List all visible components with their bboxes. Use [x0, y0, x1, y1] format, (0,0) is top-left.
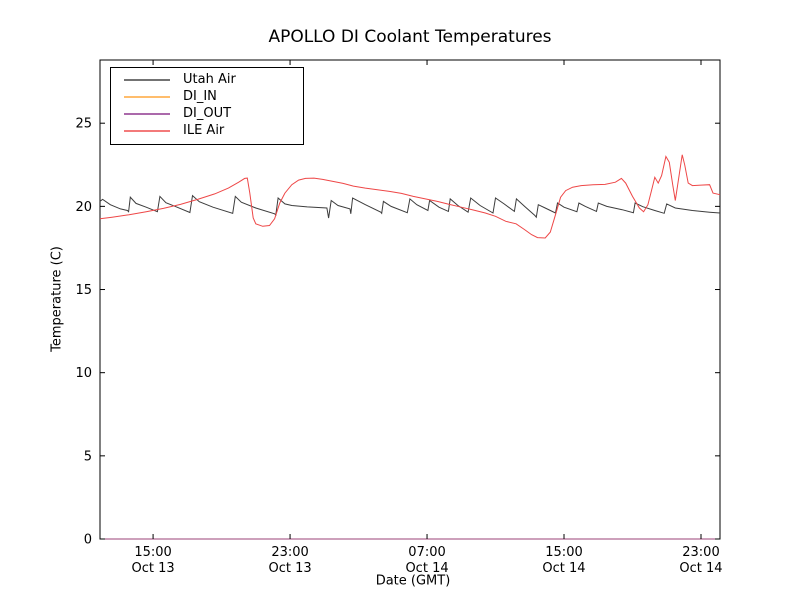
legend-line-swatch	[124, 113, 170, 115]
legend-item-ile-air: ILE Air	[124, 124, 303, 138]
x-tick-label-date: Oct 13	[132, 561, 175, 576]
x-tick-label-date: Oct 14	[542, 561, 585, 576]
x-tick-label-time: 15:00	[545, 545, 582, 560]
x-tick-label-date: Oct 14	[405, 561, 448, 576]
legend-label: DI_OUT	[183, 106, 232, 121]
legend-item-utah-air: Utah Air	[124, 73, 303, 87]
x-tick-label-time: 15:00	[134, 545, 171, 560]
legend-line-swatch	[124, 79, 170, 81]
legend-label: DI_IN	[183, 89, 217, 104]
y-tick-label: 10	[75, 366, 92, 381]
y-tick-label: 15	[75, 283, 92, 298]
legend-item-di-out: DI_OUT	[124, 107, 303, 121]
x-axis-label: Date (GMT)	[375, 573, 451, 589]
series-line-ile-air	[99, 154, 721, 239]
x-tick-label-time: 23:00	[682, 545, 719, 560]
legend-line-swatch	[124, 96, 170, 98]
legend-item-di-in: DI_IN	[124, 90, 303, 104]
legend-label: ILE Air	[183, 123, 225, 138]
y-tick-label: 0	[84, 533, 92, 548]
legend-label: Utah Air	[183, 72, 236, 87]
y-tick-label: 5	[84, 449, 92, 464]
x-tick-label-time: 07:00	[408, 545, 445, 560]
series-line-utah-air	[99, 194, 721, 219]
chart-title: APOLLO DI Coolant Temperatures	[268, 27, 552, 47]
x-tick-label-time: 23:00	[271, 545, 308, 560]
x-tick-label-date: Oct 14	[679, 561, 722, 576]
legend-line-swatch	[124, 130, 170, 132]
y-tick-label: 25	[75, 117, 92, 132]
x-tick-label-date: Oct 13	[268, 561, 311, 576]
y-tick-label: 20	[75, 200, 92, 215]
legend: Utah Air DI_IN DI_OUT ILE Air	[110, 67, 304, 145]
